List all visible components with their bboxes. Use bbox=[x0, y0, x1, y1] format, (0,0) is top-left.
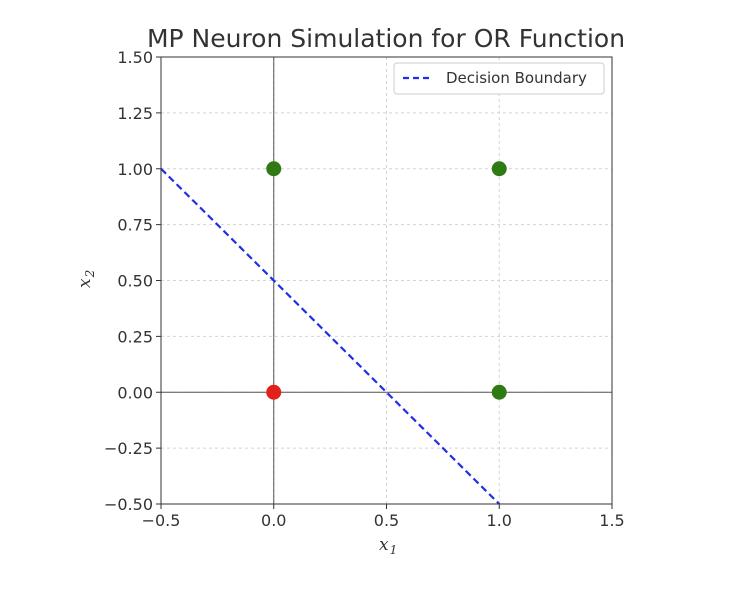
legend-box bbox=[393, 62, 605, 95]
data-point-3 bbox=[491, 161, 507, 177]
x-tick-label-0: −0.5 bbox=[142, 511, 181, 530]
grid bbox=[160, 56, 613, 505]
y-tick-label-5: 0.75 bbox=[117, 216, 153, 235]
legend: Decision Boundary bbox=[393, 62, 605, 95]
series bbox=[160, 167, 501, 505]
y-tick-label-2: 0.00 bbox=[117, 383, 153, 402]
x-axis-ticks: −0.5 0.0 0.5 1.0 1.5 bbox=[142, 504, 625, 530]
y-tick-label-8: 1.50 bbox=[117, 48, 153, 67]
y-tick-label-4: 0.50 bbox=[117, 272, 153, 291]
svg-text:x2: x2 bbox=[75, 270, 97, 288]
x-axis-label: x1 bbox=[379, 535, 397, 557]
data-point-2 bbox=[491, 384, 507, 400]
y-tick-label-0: −0.50 bbox=[104, 495, 153, 514]
legend-label-decision-boundary: Decision Boundary bbox=[446, 69, 587, 87]
y-axis-label: x2 bbox=[75, 270, 97, 288]
x-tick-label-1: 0.0 bbox=[261, 511, 286, 530]
chart-title: MP Neuron Simulation for OR Function bbox=[147, 24, 625, 53]
data-point-1 bbox=[266, 161, 282, 177]
y-tick-label-3: 0.25 bbox=[117, 327, 153, 346]
svg-text:x1: x1 bbox=[379, 535, 397, 557]
series-line-0 bbox=[160, 167, 501, 505]
x-tick-label-4: 1.5 bbox=[599, 511, 624, 530]
points bbox=[266, 161, 507, 400]
y-axis-ticks: −0.50 −0.25 0.00 0.25 0.50 0.75 1.00 1.25 1.50 bbox=[104, 48, 161, 514]
y-tick-label-1: −0.25 bbox=[104, 439, 153, 458]
data-point-0 bbox=[266, 384, 282, 400]
y-tick-label-7: 1.25 bbox=[117, 104, 153, 123]
x-tick-label-2: 0.5 bbox=[374, 511, 399, 530]
y-tick-label-6: 1.00 bbox=[117, 160, 153, 179]
x-tick-label-3: 1.0 bbox=[487, 511, 512, 530]
